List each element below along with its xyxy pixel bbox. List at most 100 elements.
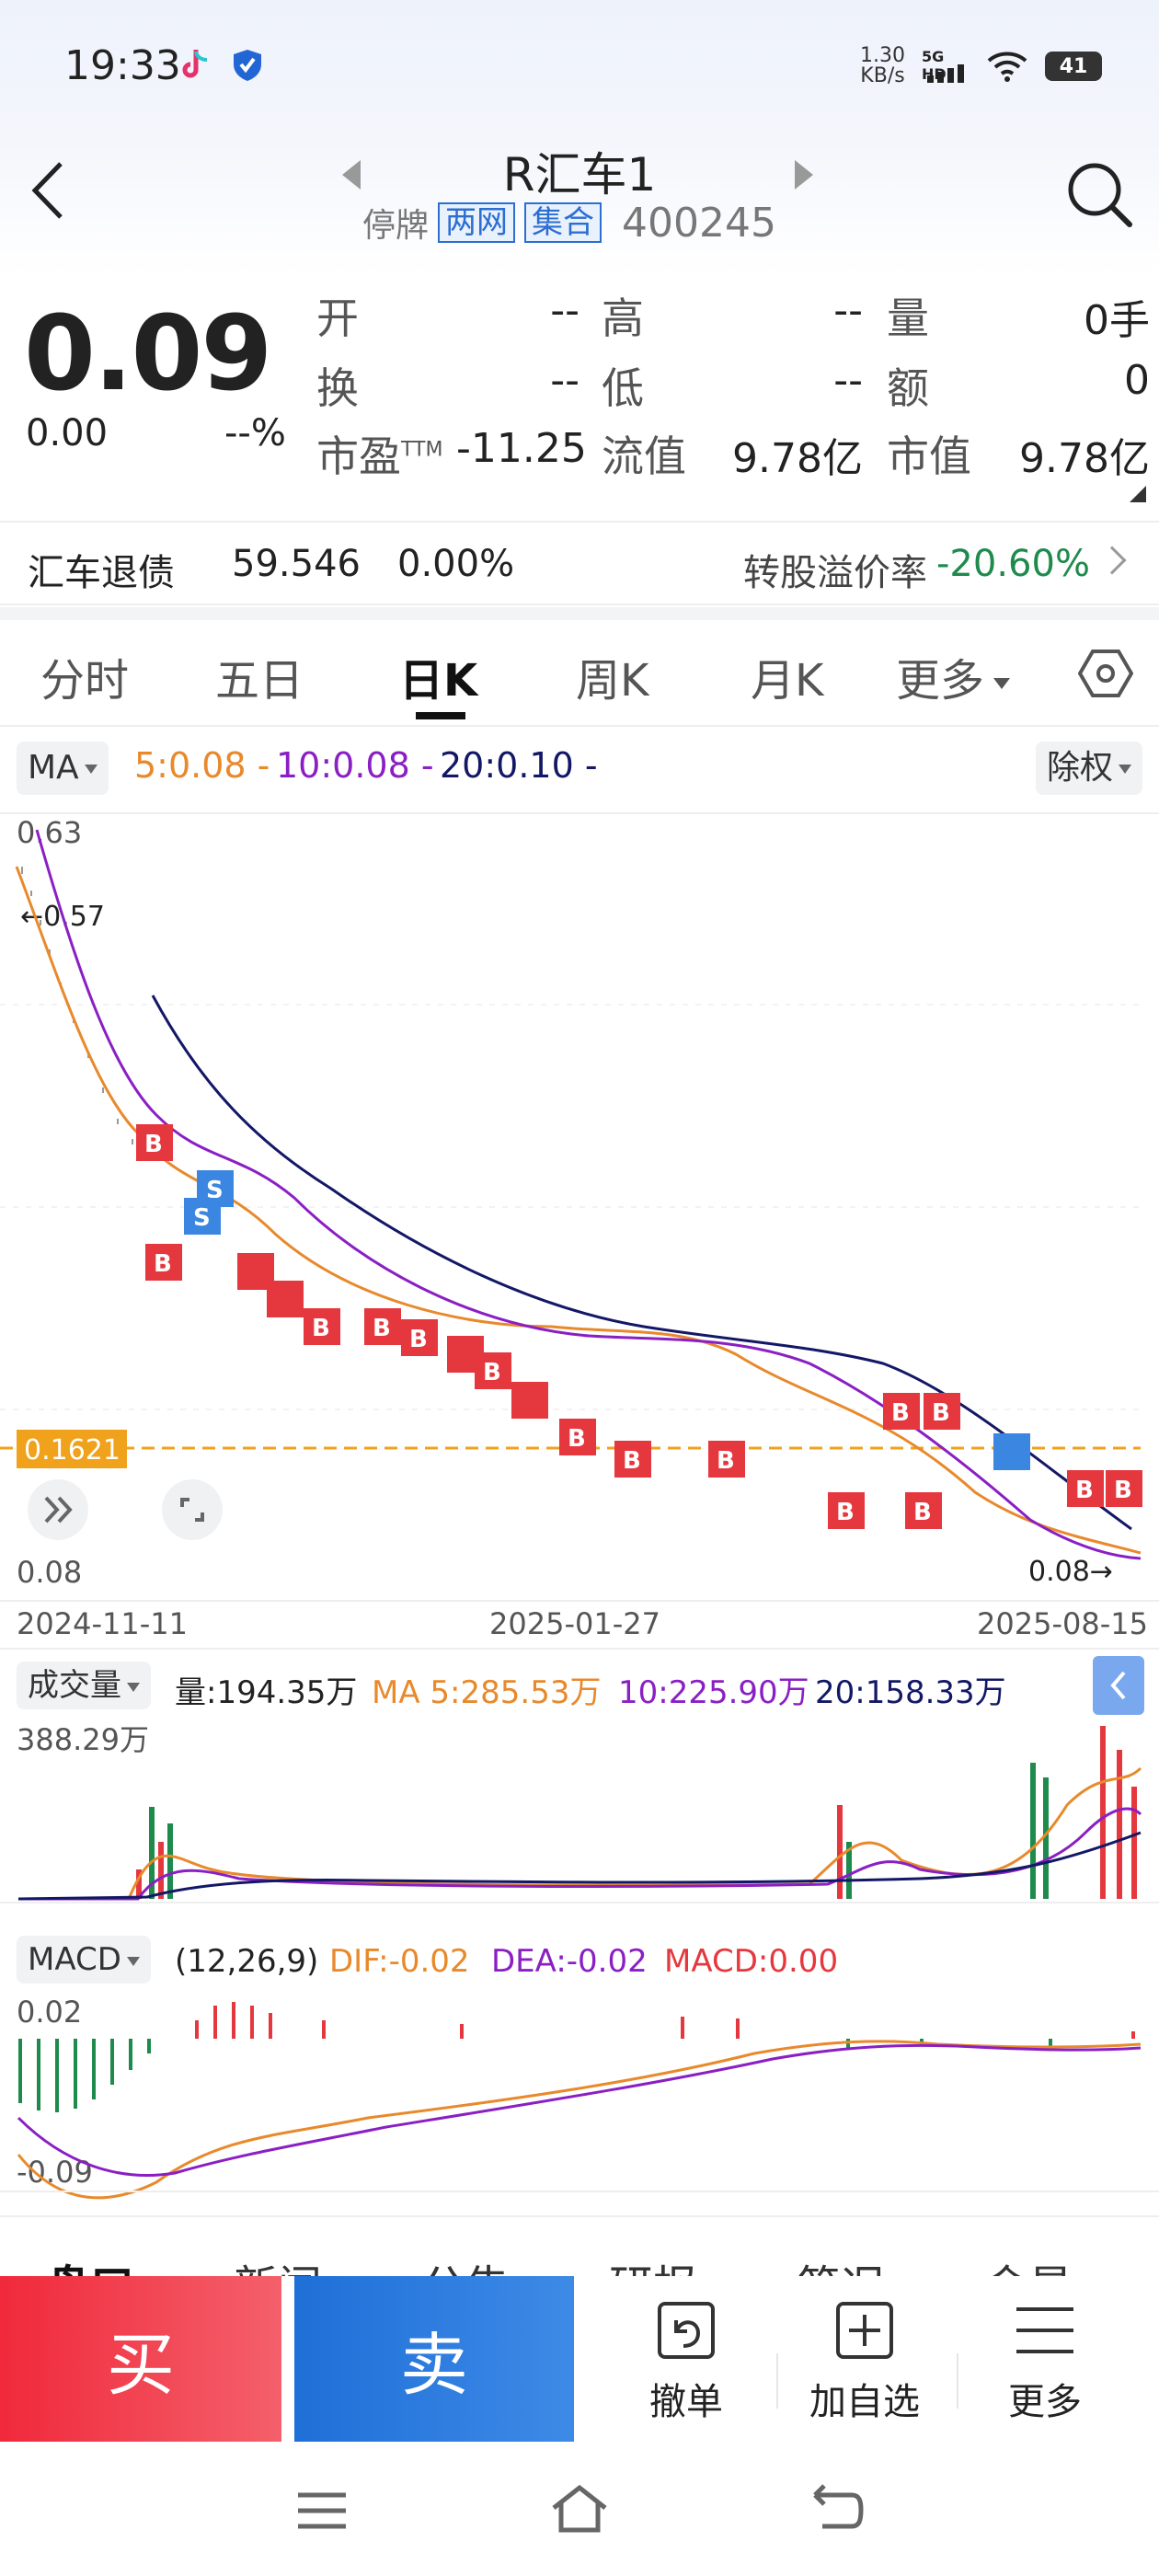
ma10-value: 10:0.08 - <box>276 745 434 786</box>
settings-hexagon-icon[interactable] <box>1078 646 1133 701</box>
buy-marker-label: B <box>483 1359 501 1386</box>
macd-selector[interactable]: MACD <box>17 1936 151 1984</box>
collapse-panel-button[interactable] <box>1093 1656 1144 1715</box>
more-actions-label: 更多 <box>1008 2381 1082 2423</box>
buy-marker[interactable] <box>136 1124 173 1161</box>
sell-marker[interactable] <box>993 1433 1030 1470</box>
prev-stock-arrow-icon[interactable] <box>342 160 361 190</box>
caret-down-icon <box>84 765 98 774</box>
stock-code: 400245 <box>622 199 776 247</box>
back-icon[interactable] <box>24 158 74 223</box>
volume-ma20-line <box>17 1831 1142 1901</box>
buy-marker[interactable] <box>304 1308 340 1345</box>
tab-more[interactable]: 更多 <box>896 644 1011 708</box>
volume-bar <box>158 1842 164 1899</box>
macd-bar <box>460 2024 464 2039</box>
high-label: 高 <box>602 293 644 343</box>
buy-marker-label: B <box>1075 1477 1094 1504</box>
ma5-value: 5:0.08 - <box>134 745 270 786</box>
buy-marker[interactable] <box>614 1441 651 1478</box>
sell-button[interactable]: 卖 <box>294 2276 574 2442</box>
buy-marker[interactable] <box>828 1492 865 1529</box>
buy-marker[interactable] <box>905 1492 942 1529</box>
info-tabs: 盘口 新闻 公告 研报 简况 金星 <box>0 2215 1159 2280</box>
tab-announcements[interactable]: 公告 <box>421 2250 510 2280</box>
tab-intraday[interactable]: 分时 <box>40 655 130 707</box>
buy-button[interactable]: 买 <box>0 2276 281 2442</box>
expand-quote-icon[interactable] <box>1130 486 1146 502</box>
volume-value: 量:194.35万 <box>175 1674 358 1711</box>
more-actions-button[interactable]: 更多 <box>962 2298 1128 2436</box>
buy-marker-label: B <box>913 1499 932 1526</box>
volume-bar <box>837 1805 843 1899</box>
x-label-end: 2025-08-15 <box>977 1606 1148 1641</box>
buy-marker[interactable] <box>1106 1470 1142 1507</box>
buy-marker[interactable] <box>708 1441 745 1478</box>
amount-label: 额 <box>887 363 929 413</box>
buy-marker-label: B <box>1114 1477 1132 1504</box>
separator <box>776 2353 778 2409</box>
buy-marker-label: B <box>409 1326 428 1353</box>
tab-five-day[interactable]: 五日 <box>215 655 304 707</box>
buy-marker[interactable] <box>559 1419 596 1455</box>
macd-bar <box>92 2039 96 2099</box>
cancel-order-button[interactable]: 撤单 <box>603 2298 769 2436</box>
volume-ma10-value: 10:225.90万 <box>618 1674 809 1711</box>
tab-news[interactable]: 新闻 <box>234 2250 322 2280</box>
last-price: 0.09 <box>24 294 272 414</box>
pe-value: -11.25 <box>456 425 587 472</box>
tab-research[interactable]: 研报 <box>609 2250 697 2280</box>
expand-chart-button[interactable] <box>28 1479 88 1540</box>
macd-bar <box>18 2039 22 2103</box>
bond-name: 汇车退债 <box>28 552 175 594</box>
back-nav-icon[interactable] <box>809 2484 865 2534</box>
ma-selector[interactable]: MA <box>17 742 109 795</box>
pe-label: 市盈TTM <box>316 431 443 481</box>
macd-bar <box>213 2006 217 2039</box>
home-nav-icon[interactable] <box>548 2482 611 2536</box>
tab-weekly-k[interactable]: 周K <box>576 655 649 707</box>
convertible-bond-row[interactable]: 汇车退债 59.546 0.00% 转股溢价率 -20.60% <box>0 521 1159 605</box>
active-tab-indicator <box>416 712 465 719</box>
tab-profile[interactable]: 简况 <box>797 2250 885 2280</box>
next-stock-arrow-icon[interactable] <box>795 160 813 190</box>
period-low-marker: 0.08→ <box>1028 1556 1113 1588</box>
amount-value: 0 <box>1124 357 1150 404</box>
add-watchlist-button[interactable]: 加自选 <box>782 2298 947 2436</box>
buy-marker[interactable] <box>145 1244 182 1281</box>
search-icon[interactable] <box>1063 158 1133 228</box>
cancel-order-label: 撤单 <box>649 2381 723 2423</box>
dea-value: DEA:-0.02 <box>491 1943 648 1980</box>
open-value: -- <box>550 287 580 334</box>
sell-marker[interactable] <box>184 1198 221 1235</box>
buy-marker[interactable] <box>883 1393 920 1430</box>
ma-indicator-bar: MA 5:0.08 - 10:0.08 - 20:0.10 - 除权 <box>0 729 1159 811</box>
chart-area[interactable]: 0.1621 0.63 0.08 ←0.57 0.08→ B B <box>0 811 1159 2210</box>
buy-marker[interactable] <box>364 1308 401 1345</box>
macd-bar <box>74 2039 77 2109</box>
tab-daily-k[interactable]: 日K <box>399 655 478 707</box>
buy-marker[interactable] <box>1067 1470 1104 1507</box>
buy-marker[interactable] <box>924 1393 960 1430</box>
volume-bar <box>1043 1777 1049 1899</box>
tab-order-book[interactable]: 盘口 <box>46 2250 134 2280</box>
macd-bar <box>736 2018 740 2039</box>
buy-marker[interactable] <box>401 1319 438 1356</box>
buy-marker[interactable] <box>511 1382 548 1419</box>
volume-selector[interactable]: 成交量 <box>17 1662 151 1709</box>
buy-marker-label: B <box>717 1447 735 1475</box>
price-change-pct: --% <box>224 412 286 454</box>
macd-params: (12,26,9) <box>175 1943 319 1980</box>
menu-nav-icon[interactable] <box>294 2488 350 2534</box>
tab-monthly-k[interactable]: 月K <box>751 655 824 707</box>
section-gap <box>0 607 1159 620</box>
reference-price-label: 0.1621 <box>24 1434 120 1466</box>
buy-marker[interactable] <box>475 1352 511 1389</box>
reference-price-tag <box>17 1430 127 1468</box>
tab-golden-star[interactable]: 金星 <box>984 2250 1073 2280</box>
adjust-selector[interactable]: 除权 <box>1035 742 1142 795</box>
sell-marker-label: S <box>206 1177 224 1204</box>
fullscreen-button[interactable] <box>162 1479 223 1540</box>
volume-bar <box>1100 1726 1106 1899</box>
buy-marker[interactable] <box>267 1281 304 1317</box>
